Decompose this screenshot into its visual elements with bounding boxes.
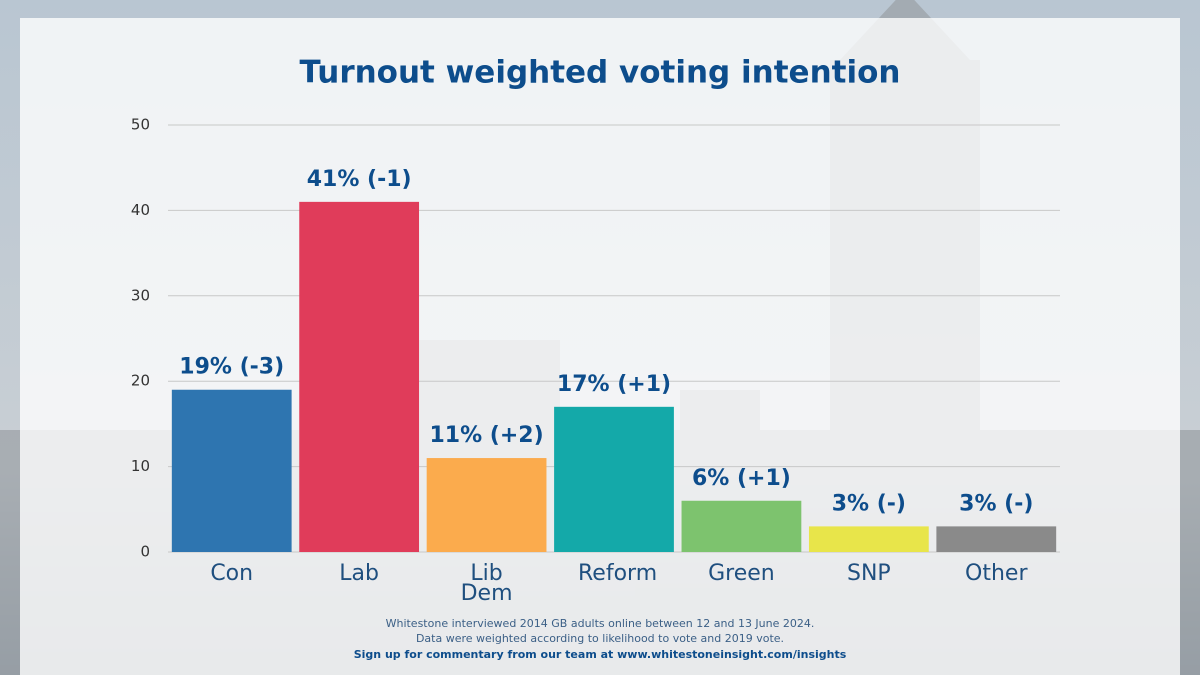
x-tick-label: Reform	[578, 561, 658, 586]
y-tick-label: 50	[131, 116, 150, 134]
x-tick-label: Lab	[339, 561, 379, 586]
bar	[681, 500, 802, 552]
data-label: 11% (+2)	[429, 423, 543, 448]
bar	[171, 389, 292, 552]
bar	[299, 201, 420, 553]
bar	[808, 526, 929, 552]
x-tick-label: Green	[708, 561, 775, 586]
footnote: Data were weighted according to likeliho…	[416, 632, 784, 645]
x-tick-label: Con	[210, 561, 254, 586]
panel	[20, 18, 1180, 675]
bar	[554, 406, 674, 552]
bar	[426, 458, 547, 552]
data-label: 17% (+1)	[557, 372, 671, 397]
x-tick-label: SNP	[846, 561, 891, 586]
y-tick-label: 40	[131, 201, 150, 219]
data-label: 3% (-)	[832, 491, 906, 516]
bar	[936, 526, 1057, 552]
data-label: 41% (-1)	[307, 167, 412, 192]
footnote: Whitestone interviewed 2014 GB adults on…	[386, 617, 815, 630]
data-label: 19% (-3)	[179, 355, 284, 380]
y-tick-label: 30	[131, 286, 150, 304]
y-tick-label: 20	[131, 372, 150, 390]
x-tick-label: Other	[965, 561, 1028, 586]
x-tick-label: Lib Dem	[460, 561, 513, 606]
y-tick-label: 10	[131, 457, 150, 475]
chart-title: Turnout weighted voting intention	[300, 55, 901, 91]
data-label: 6% (+1)	[692, 466, 791, 491]
call-to-action: Sign up for commentary from our team at …	[354, 648, 847, 661]
data-label: 3% (-)	[959, 491, 1033, 516]
y-tick-label: 0	[140, 543, 150, 561]
